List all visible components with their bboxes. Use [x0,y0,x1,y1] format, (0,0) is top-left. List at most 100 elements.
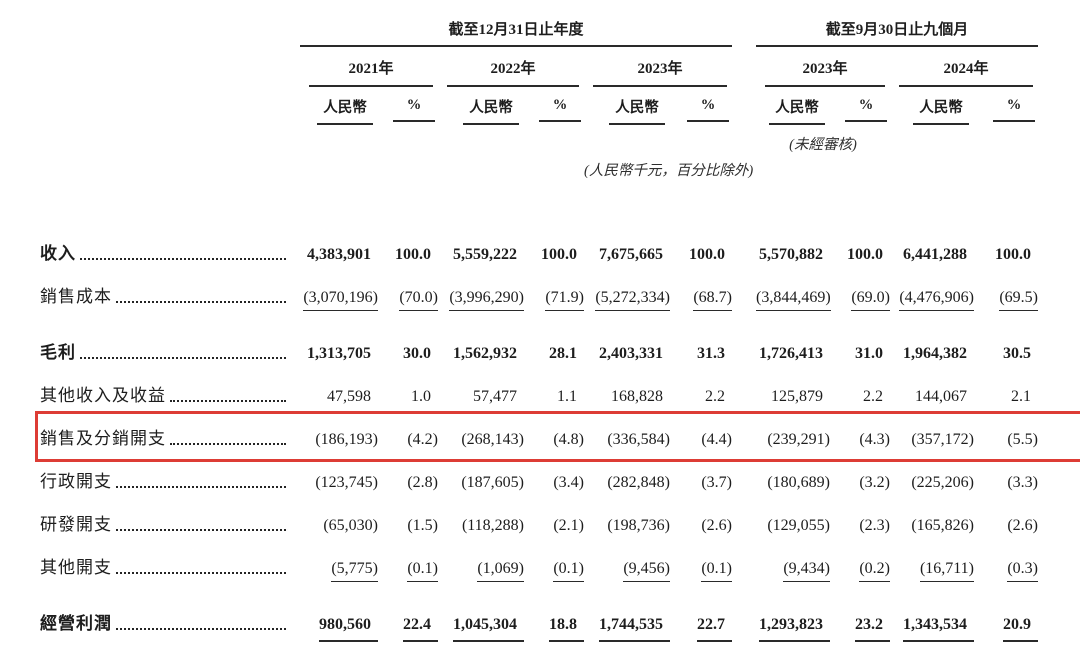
cell-value: (1,069) [438,560,524,582]
percent-header: % [974,87,1038,125]
cell-value: (198,736) [607,517,670,534]
cell-value: (71.9) [524,289,584,311]
dot-leader [80,357,286,359]
cell-value: 4,383,901 [307,246,371,263]
period-group-row: 截至12月31日止年度 截至9月30日止九個月 [40,18,1080,47]
row-label: 其他開支 [40,553,300,578]
cell-value: 7,675,665 [599,246,663,263]
percent-header: % [830,87,890,125]
year-header-row: 2021年 2022年 2023年 2023年 2024年 [40,47,1080,87]
dot-leader [116,572,286,574]
dot-leader [116,301,286,303]
cell-value: 18.8 [524,616,584,642]
cell-value: 2,403,331 [599,345,663,362]
cell-value: (2.6) [1007,517,1038,534]
cell-value: (4.2) [407,431,438,448]
cell-value: 168,828 [611,388,663,405]
cell-value: (180,689) [767,474,830,491]
cell-value: 1,045,304 [438,616,524,642]
cell-value: 6,441,288 [903,246,967,263]
cell-value: 5,570,882 [759,246,823,263]
cell-value: (16,711) [890,560,974,582]
cell-value: 1,313,705 [307,345,371,362]
cell-value: (4.3) [859,431,890,448]
cell-value: 57,477 [473,388,517,405]
dot-leader [116,628,286,630]
period-header-interim: 截至9月30日止九個月 [756,18,1038,47]
cell-value: 1,744,535 [584,616,670,642]
currency-header: 人民幣 [438,87,524,125]
cell-value: (165,826) [911,517,974,534]
cell-value: (3.3) [1007,474,1038,491]
cell-value: (2.3) [859,517,890,534]
cell-value: (4.4) [701,431,732,448]
cell-value: (0.2) [830,560,890,582]
row-label: 銷售及分銷開支 [40,424,300,449]
cell-value: 1,562,932 [453,345,517,362]
units-note: (人民幣千元，百分比除外) [584,163,754,179]
cell-value: 22.4 [378,616,438,642]
cell-value: 1,964,382 [903,345,967,362]
cell-value: 100.0 [847,246,883,263]
row-label: 研發開支 [40,510,300,535]
cell-value: 1,293,823 [756,616,830,642]
table-row-selling-and-distribution-expenses: 銷售及分銷開支 (186,193) (4.2) (268,143) (4.8) (336,… [35,411,1080,462]
table-row-cost-of-sales: 銷售成本 (3,070,196) (70.0) (3,996,290) (71.9) (5… [40,273,1080,320]
cell-value: (336,584) [607,431,670,448]
cell-value: 125,879 [771,388,823,405]
table-body: 收入 4,383,901 100.0 5,559,222 100.0 7,675,665 1… [35,230,1080,651]
dot-leader [80,258,286,260]
cell-value: 100.0 [541,246,577,263]
column-label-row: 人民幣% 人民幣% 人民幣% 人民幣% 人民幣% [40,87,1080,125]
cell-value: (123,745) [315,474,378,491]
cell-value: (3.4) [553,474,584,491]
cell-value: 2.1 [1011,388,1031,405]
table-row-administrative-expenses: 行政開支 (123,745) (2.8) (187,605) (3.4) (282,848… [40,458,1080,501]
cell-value: (4,476,906) [890,289,974,311]
cell-value: 5,559,222 [453,246,517,263]
cell-value: 100.0 [689,246,725,263]
cell-value: (2.8) [407,474,438,491]
cell-value: (65,030) [323,517,378,534]
unaudited-note-row: (未經審核) [40,125,1080,154]
percent-header: % [378,87,438,125]
table-row-revenue: 收入 4,383,901 100.0 5,559,222 100.0 7,675,665 1… [40,230,1080,273]
dot-leader [116,486,286,488]
cell-value: (0.1) [524,560,584,582]
cell-value: (118,288) [461,517,524,534]
year-header: 2022年 [447,47,579,87]
cell-value: (9,434) [756,560,830,582]
cell-value: 2.2 [705,388,725,405]
row-label: 收入 [40,239,300,264]
percent-header: % [670,87,732,125]
cell-value: 100.0 [995,246,1031,263]
year-header: 2021年 [309,47,433,87]
cell-value: 144,067 [915,388,967,405]
cell-value: (268,143) [461,431,524,448]
currency-header: 人民幣 [890,87,974,125]
cell-value: 28.1 [549,345,577,362]
period-header-annual: 截至12月31日止年度 [300,18,732,47]
cell-value: (2.1) [553,517,584,534]
cell-value: (0.1) [670,560,732,582]
cell-value: 30.5 [1003,345,1031,362]
table-row-gross-profit: 毛利 1,313,705 30.0 1,562,932 28.1 2,403,331 31.… [40,329,1080,372]
cell-value: 980,560 [300,616,378,642]
table-row-rd-expenses: 研發開支 (65,030) (1.5) (118,288) (2.1) (198,736)… [40,501,1080,544]
year-header: 2024年 [899,47,1033,87]
cell-value: 30.0 [403,345,431,362]
cell-value: (0.3) [974,560,1038,582]
cell-value: (68.7) [670,289,732,311]
table-header: 截至12月31日止年度 截至9月30日止九個月 2021年 2022年 2023年 2… [40,18,1080,180]
cell-value: (1.5) [407,517,438,534]
cell-value: (69.0) [830,289,890,311]
cell-value: (3.7) [701,474,732,491]
cell-value: (225,206) [911,474,974,491]
year-header: 2023年 [593,47,727,87]
row-label: 銷售成本 [40,282,300,307]
cell-value: (0.1) [378,560,438,582]
row-label: 其他收入及收益 [40,381,300,406]
cell-value: 1.0 [411,388,431,405]
cell-value: 23.2 [830,616,890,642]
financial-statement-page: 截至12月31日止年度 截至9月30日止九個月 2021年 2022年 2023年 2… [35,18,1080,642]
